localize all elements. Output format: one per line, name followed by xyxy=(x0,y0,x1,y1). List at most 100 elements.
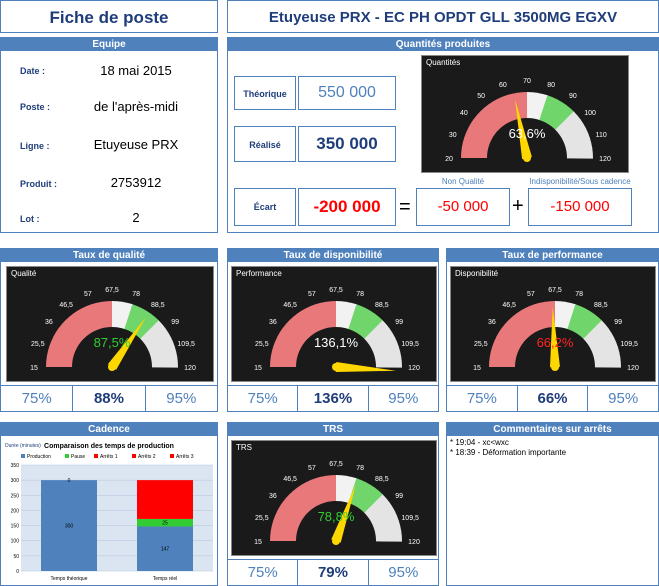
gauge-segment xyxy=(46,345,75,361)
gauge-segment xyxy=(461,136,490,152)
gauge-segment xyxy=(461,147,488,158)
gauge-segment xyxy=(527,92,538,119)
gauge-segment xyxy=(516,92,528,119)
gauge-segment xyxy=(342,475,358,504)
gauge-tick-label: 25,5 xyxy=(255,341,269,348)
gauge-segment xyxy=(359,313,384,339)
gauge-segment xyxy=(342,301,358,330)
gauge-segment xyxy=(53,327,80,349)
gauge-needle xyxy=(515,99,532,159)
gauge-segment xyxy=(534,301,550,329)
legend-label: Arrêts 1 xyxy=(100,454,118,460)
performance-header: Taux de performance xyxy=(447,249,658,262)
commentaires-panel: Commentaires sur arrêts * 19:04 - xc<wxc… xyxy=(446,422,659,586)
y-tick-label: 100 xyxy=(11,539,20,545)
gauge-segment xyxy=(124,304,143,332)
ecart-value: -200 000 xyxy=(313,197,381,216)
x-tick-label: Temps réel xyxy=(153,576,177,582)
legend-swatch xyxy=(21,454,25,458)
gauge-segment xyxy=(593,346,621,362)
gauge-segment xyxy=(525,304,544,332)
disponibilite-panel: Taux de disponibilité Performance 15 25,5… xyxy=(227,248,439,412)
gauge-segment xyxy=(315,301,331,329)
gauge-segment xyxy=(82,304,101,332)
gauge-segment xyxy=(508,313,532,339)
gauge-segment xyxy=(496,327,523,349)
non-qualite-box: -50 000 xyxy=(416,188,510,226)
gauge-segment xyxy=(336,301,347,328)
disponibilite-header: Taux de disponibilité xyxy=(228,249,438,262)
data-label: 25 xyxy=(162,521,168,527)
gauge-segment xyxy=(374,520,402,536)
bar-segment xyxy=(137,526,193,571)
cadence-header: Cadence xyxy=(1,423,217,436)
gauge-segment xyxy=(516,307,538,335)
gauge-segment xyxy=(374,346,402,362)
disponibilite-gauge-title: Performance xyxy=(236,269,282,278)
gauge-segment xyxy=(49,336,77,355)
trs-low: 75% xyxy=(228,560,299,585)
trs-panel: TRS TRS 15 25,5 36 46,5 57 67,5 78 88,5 99 109,5 1… xyxy=(227,422,439,586)
ligne-label: Ligne : xyxy=(20,141,50,151)
cadence-chart: Comparaison des temps de productionDurée… xyxy=(5,443,213,582)
quantites-gauge: Quantités 20 30 40 50 60 70 80 90 100 110 120 63,6% xyxy=(421,55,629,173)
qualite-actual: 88% xyxy=(73,386,146,411)
legend-label: Pause xyxy=(71,454,85,460)
gauge-segment xyxy=(144,328,172,350)
gauge-segment xyxy=(464,127,492,146)
gauge-segment xyxy=(73,307,95,335)
gauge-hub xyxy=(332,537,340,545)
gauge-segment xyxy=(118,301,134,330)
gauge-tick-label: 78 xyxy=(356,465,364,472)
bar-segment xyxy=(41,480,97,571)
gauge-tick-label: 109,5 xyxy=(401,341,419,348)
non-qualite-label: Non Qualité xyxy=(441,177,485,186)
gauge-tick-label: 67,5 xyxy=(329,287,343,294)
gauge-tick-label: 36 xyxy=(269,493,277,500)
theorique-value: 550 000 xyxy=(318,84,376,101)
gauge-tick-label: 110 xyxy=(596,132,607,139)
gauge-tick-label: 15 xyxy=(254,539,262,546)
gauge-segment xyxy=(545,99,567,126)
commentaires-header: Commentaires sur arrêts xyxy=(447,423,658,436)
chart-ylabel: Durée (minutes) xyxy=(5,443,41,449)
gauge-segment xyxy=(368,502,396,524)
gauge-tick-label: 57 xyxy=(308,465,316,472)
qualite-header: Taux de qualité xyxy=(1,249,217,262)
qualite-targets: 75% 88% 95% xyxy=(1,385,217,411)
gauge-tick-label: 78 xyxy=(132,291,140,298)
lot-value: 2 xyxy=(132,210,140,225)
trs-targets: 75% 79% 95% xyxy=(228,559,438,585)
gauge-tick-label: 25,5 xyxy=(31,341,45,348)
gauge-segment xyxy=(348,478,367,506)
gauge-segment xyxy=(364,494,390,518)
gauge-segment xyxy=(273,336,301,355)
gauge-tick-label: 25,5 xyxy=(474,341,488,348)
ligne-value: Etuyeuse PRX xyxy=(93,137,179,152)
ecart-value-box: -200 000 xyxy=(298,188,396,226)
gauge-needle xyxy=(335,362,396,372)
gauge-tick-label: 120 xyxy=(627,365,639,372)
gauge-segment xyxy=(277,327,304,349)
gauge-tick-label: 50 xyxy=(477,93,485,100)
poste-value: de l'après-midi xyxy=(93,99,179,114)
gauge-tick-label: 15 xyxy=(30,365,38,372)
gauge-segment xyxy=(364,320,390,344)
lot-label: Lot : xyxy=(20,214,40,224)
realise-label: Réalisé xyxy=(249,140,281,150)
gauge-tick-label: 46,5 xyxy=(59,302,73,309)
realise-value: 350 000 xyxy=(316,134,378,153)
gauge-tick-label: 15 xyxy=(473,365,481,372)
y-tick-label: 350 xyxy=(11,463,20,469)
gauge-segment xyxy=(282,493,308,518)
gauge-segment xyxy=(488,98,510,126)
gauge-value-label: 63,6% xyxy=(509,126,546,141)
performance-low: 75% xyxy=(447,386,518,411)
data-label: 147 xyxy=(161,547,170,553)
theorique-label: Théorique xyxy=(243,89,287,99)
gauge-value-label: 87,5% xyxy=(94,335,131,350)
theorique-label-box: Théorique xyxy=(234,76,296,110)
gauge-tick-label: 90 xyxy=(569,93,577,100)
disponibilite-actual: 136% xyxy=(298,386,369,411)
legend-swatch xyxy=(65,454,69,458)
